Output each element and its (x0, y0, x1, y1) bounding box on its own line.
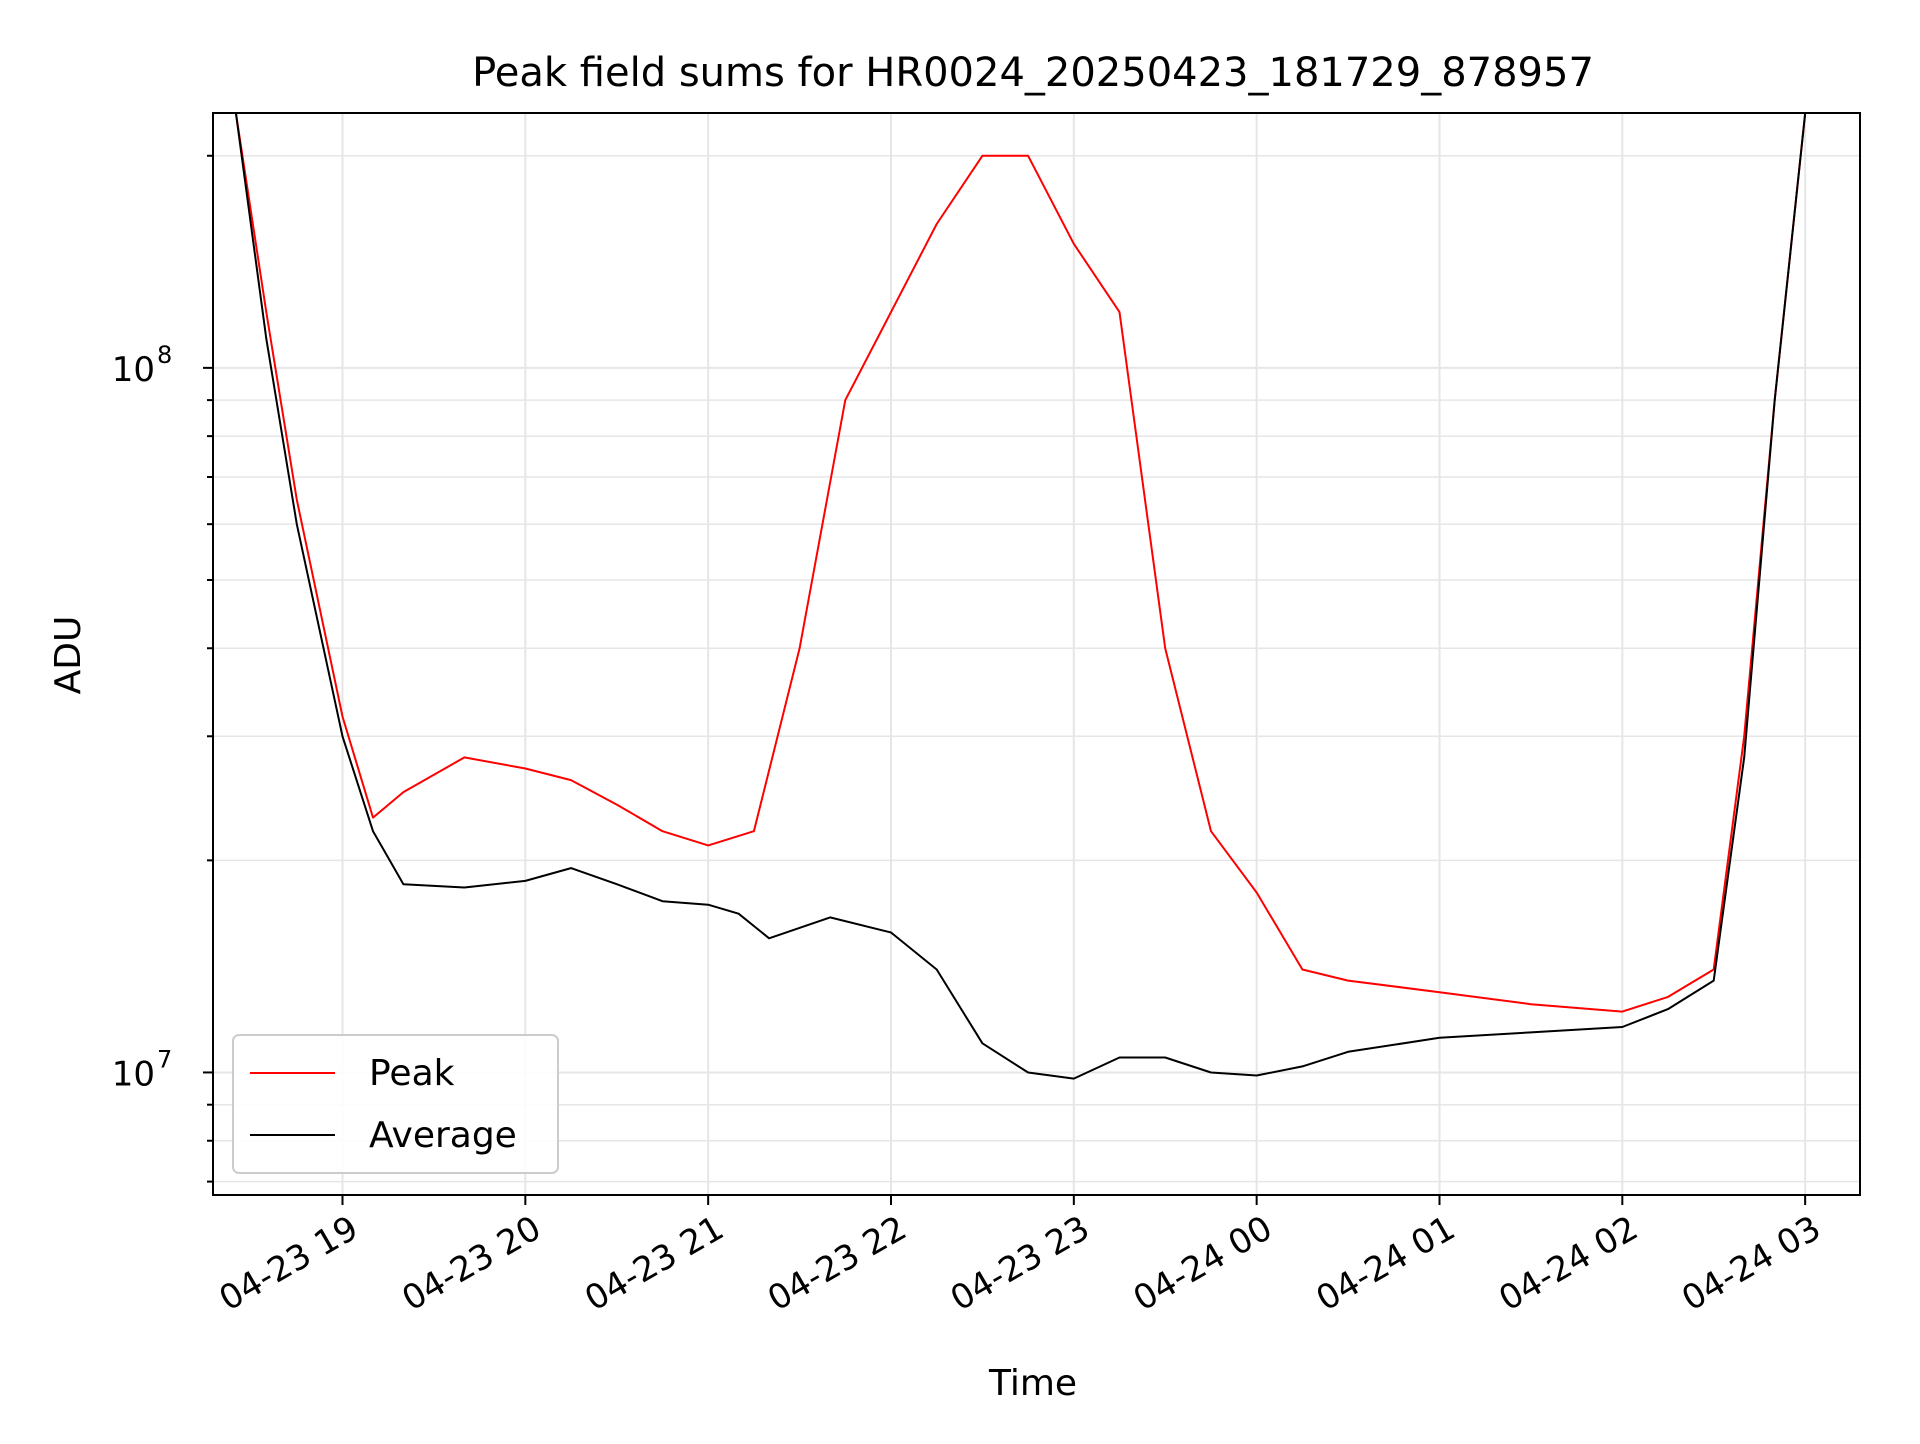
series-line-peak (213, 113, 1860, 1013)
legend[interactable]: Peak Average (232, 1034, 559, 1174)
series-layer (213, 113, 1860, 1080)
legend-label-average: Average (369, 1115, 517, 1156)
legend-label-peak: Peak (369, 1053, 455, 1094)
grid (213, 113, 1860, 1195)
series-line-average (213, 113, 1860, 1080)
legend-box (232, 1034, 559, 1174)
chart-title: Peak field sums for HR0024_20250423_1817… (472, 50, 1594, 96)
y-tick-label: 10 (112, 350, 155, 390)
y-axis-label: ADU (48, 616, 89, 695)
y-tick-label: 10 (112, 1054, 155, 1094)
x-axis-label: Time (988, 1363, 1077, 1404)
plot-frame (212, 112, 1861, 1196)
y-tick-exponent: 7 (157, 1045, 172, 1073)
y-tick-exponent: 8 (157, 341, 172, 369)
